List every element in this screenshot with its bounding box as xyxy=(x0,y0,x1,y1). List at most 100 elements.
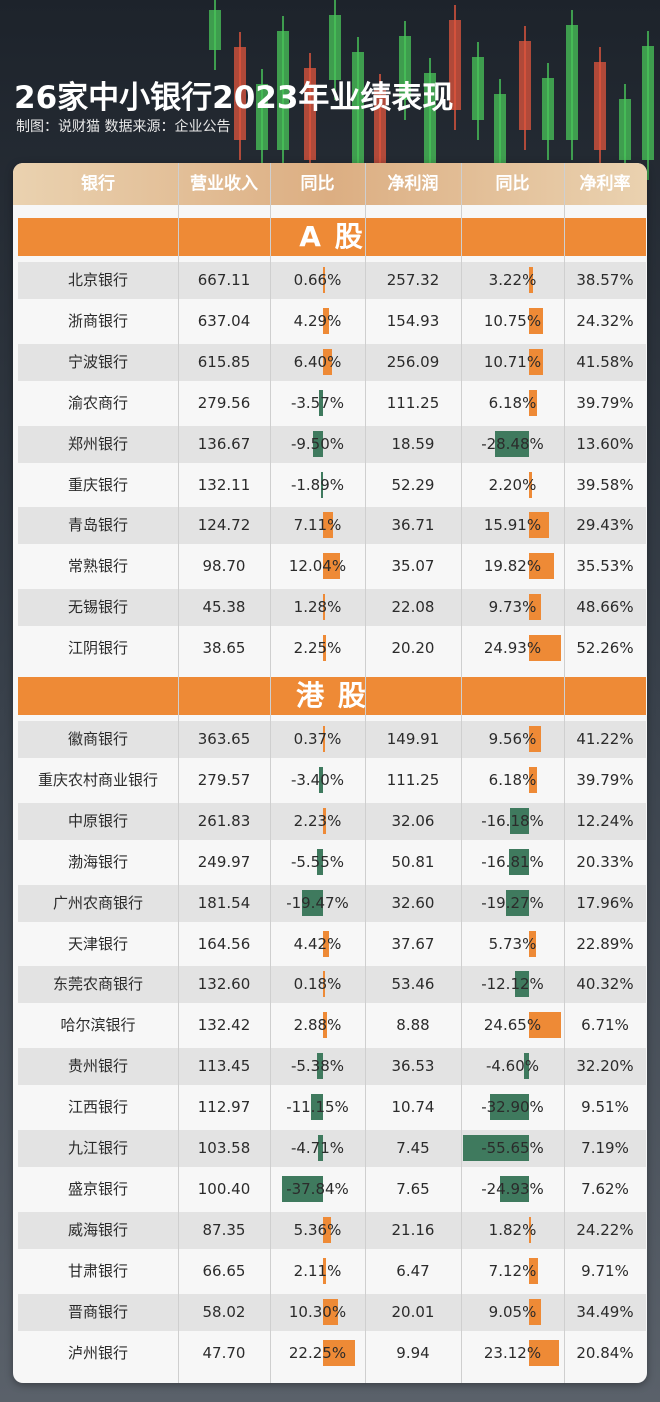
table-cell-profit: 20.01 xyxy=(365,1294,461,1331)
cell-text: 20.84% xyxy=(576,1343,634,1362)
table-cell-margin: 41.58% xyxy=(564,344,646,381)
table-cell-profit: 36.71 xyxy=(365,507,461,544)
table-cell-margin: 39.79% xyxy=(564,385,646,422)
cell-text: 4.29% xyxy=(293,311,342,330)
table-cell-profit_yoy: 19.82% xyxy=(461,548,564,585)
cell-text: -9.50% xyxy=(290,434,345,453)
table-cell-margin: 24.22% xyxy=(564,1212,646,1249)
cell-text: 50.81 xyxy=(391,852,435,871)
cell-text: 34.49% xyxy=(576,1302,634,1321)
cell-text: 124.72 xyxy=(197,516,251,535)
cell-text: 江阴银行 xyxy=(67,639,128,658)
table-cell-revenue: 103.58 xyxy=(178,1130,270,1167)
table-cell-revenue: 87.35 xyxy=(178,1212,270,1249)
table-cell-margin: 6.71% xyxy=(564,1007,646,1044)
yoy-bar xyxy=(529,930,537,957)
table-cell-rev_yoy: 2.25% xyxy=(270,630,365,667)
cell-text: 广州农商银行 xyxy=(52,893,143,912)
cell-text: 7.45 xyxy=(396,1139,430,1157)
table-cell-margin: 38.57% xyxy=(564,262,646,299)
yoy-bar xyxy=(529,1298,541,1325)
yoy-bar xyxy=(499,1175,529,1202)
table-cell-revenue: 47.70 xyxy=(178,1335,270,1372)
yoy-bar xyxy=(323,553,341,580)
cell-text: 1.82% xyxy=(488,1220,537,1239)
table-cell-rev_yoy: -1.89% xyxy=(270,467,365,504)
cell-text: -24.93% xyxy=(481,1179,544,1198)
table-cell-profit_yoy: -4.60% xyxy=(461,1048,564,1085)
cell-text: 5.36% xyxy=(293,1220,342,1239)
cell-text: 天津银行 xyxy=(67,934,128,953)
cell-text: 39.79% xyxy=(576,770,634,789)
table-cell-profit: 53.46 xyxy=(365,966,461,1003)
cell-text: -16.18% xyxy=(481,811,544,830)
cell-text: 8.88 xyxy=(396,1016,430,1035)
table-cell-margin: 24.32% xyxy=(564,303,646,340)
table-cell-profit_yoy: -19.27% xyxy=(461,885,564,922)
yoy-bar xyxy=(323,1012,328,1039)
table-cell-profit: 149.91 xyxy=(365,721,461,758)
cell-text: -5.55% xyxy=(290,852,345,871)
yoy-bar xyxy=(509,807,529,834)
column-divider xyxy=(365,163,366,1383)
table-cell-bank: 渝农商行 xyxy=(18,385,178,422)
yoy-bar xyxy=(323,726,325,752)
cell-text: 0.66% xyxy=(293,271,342,289)
yoy-bar xyxy=(529,594,542,621)
yoy-bar xyxy=(282,1175,323,1202)
table-cell-rev_yoy: -11.15% xyxy=(270,1089,365,1126)
yoy-bar xyxy=(323,594,325,621)
table-cell-profit_yoy: -55.65% xyxy=(461,1130,564,1167)
table-row: 中原银行 261.83 2.23% 32.06 -16.18% 12.24% xyxy=(18,802,646,840)
cell-text: 149.91 xyxy=(386,730,440,748)
table-cell-profit: 111.25 xyxy=(365,385,461,422)
table-cell-bank: 重庆农村商业银行 xyxy=(18,762,178,799)
cell-text: -4.71% xyxy=(290,1139,345,1157)
table-cell-rev_yoy: 12.04% xyxy=(270,548,365,585)
table-cell-profit: 256.09 xyxy=(365,344,461,381)
cell-text: 53.46 xyxy=(391,975,435,994)
table-cell-profit: 18.59 xyxy=(365,426,461,463)
cell-text: 10.75% xyxy=(483,311,542,330)
bg-candle-body xyxy=(304,68,316,160)
table-cell-profit_yoy: 6.18% xyxy=(461,762,564,799)
yoy-bar xyxy=(317,1053,323,1080)
table-row: 甘肃银行 66.65 2.11% 6.47 7.12% 9.71% xyxy=(18,1253,646,1290)
cell-text: 威海银行 xyxy=(67,1220,128,1239)
cell-text: 37.67 xyxy=(391,934,435,953)
yoy-bar xyxy=(302,889,323,916)
cell-text: 24.65% xyxy=(483,1016,542,1035)
cell-text: 4.42% xyxy=(293,934,342,953)
page-title: 26家中小银行2023年业绩表现 xyxy=(14,80,454,116)
table-cell-profit: 7.45 xyxy=(365,1130,461,1167)
table-cell-profit_yoy: 23.12% xyxy=(461,1335,564,1372)
cell-text: 66.65 xyxy=(202,1261,246,1280)
yoy-bar xyxy=(514,971,529,998)
table-cell-rev_yoy: 5.36% xyxy=(270,1212,365,1249)
yoy-bar xyxy=(529,553,555,580)
yoy-bar xyxy=(323,971,325,998)
yoy-bar xyxy=(323,307,330,334)
cell-text: 113.45 xyxy=(197,1057,251,1076)
bg-candle-body xyxy=(399,36,411,100)
cell-text: 9.51% xyxy=(581,1098,629,1117)
yoy-bar xyxy=(323,635,327,662)
table-cell-revenue: 66.65 xyxy=(178,1253,270,1290)
column-header: 同比 xyxy=(495,174,530,194)
cell-text: 58.02 xyxy=(202,1302,246,1321)
table-cell-revenue: 132.42 xyxy=(178,1007,270,1044)
cell-text: 徽商银行 xyxy=(67,730,128,748)
cell-text: 261.83 xyxy=(197,811,251,830)
table-row: 宁波银行 615.85 6.40% 256.09 10.71% 41.58% xyxy=(18,343,646,381)
data-table: 银行 营业收入 同比 净利润 同比 净利率 A 股北京银行 667.11 0.66% 257.3… xyxy=(13,163,647,1383)
cell-text: 20.01 xyxy=(391,1302,435,1321)
table-cell-bank: 郑州银行 xyxy=(18,426,178,463)
yoy-bar xyxy=(529,635,561,662)
yoy-bar xyxy=(529,512,550,539)
cell-text: 渤海银行 xyxy=(67,852,128,871)
table-cell-profit_yoy: -28.48% xyxy=(461,426,564,463)
table-cell-rev_yoy: 1.28% xyxy=(270,589,365,626)
cell-text: 常熟银行 xyxy=(67,557,128,576)
cell-text: 154.93 xyxy=(386,311,440,330)
table-row: 浙商银行 637.04 4.29% 154.93 10.75% 24.32% xyxy=(18,303,646,340)
